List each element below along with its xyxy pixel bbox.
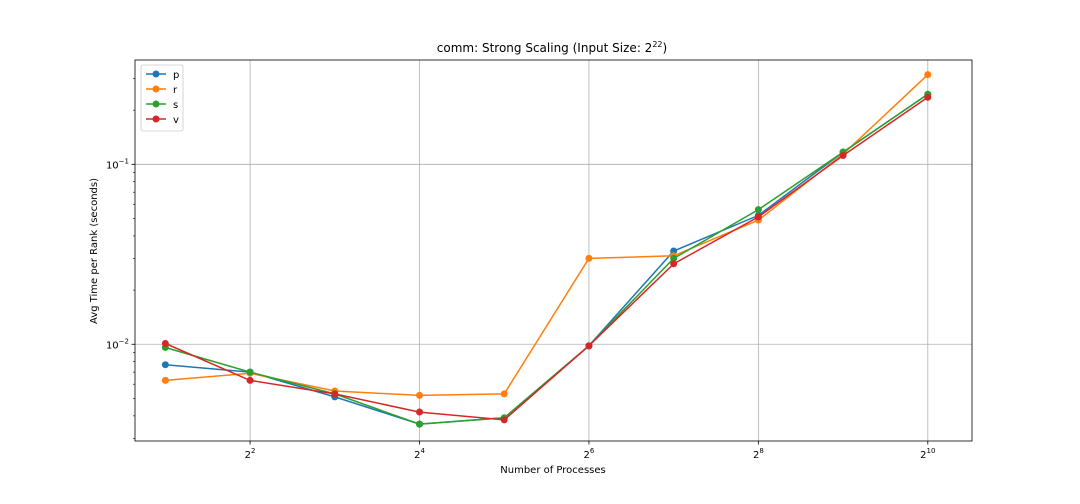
series-line-s	[165, 93, 929, 425]
data-point-s	[754, 206, 762, 214]
data-point-s	[670, 254, 678, 262]
x-tick-base: 2	[584, 450, 590, 461]
series-s	[161, 90, 932, 428]
series-line-p	[165, 93, 929, 425]
y-tick-label: 10−1	[106, 157, 129, 171]
series-r	[161, 71, 932, 399]
data-point-v	[500, 416, 508, 424]
series-line-r	[165, 74, 929, 397]
x-tick-base: 2	[414, 450, 420, 461]
x-tick-exponent: 8	[759, 447, 763, 455]
legend-marker	[152, 85, 160, 93]
legend-label: p	[173, 70, 179, 81]
x-tick-label: 24	[414, 447, 425, 461]
data-point-r	[924, 71, 932, 79]
legend-marker	[152, 115, 160, 123]
legend-label: s	[173, 100, 178, 111]
data-point-v	[416, 408, 424, 416]
chart-title-superscript: 22	[652, 40, 662, 49]
data-point-v	[670, 260, 678, 268]
legend-item-v: v	[146, 115, 179, 126]
series-v	[161, 93, 932, 424]
data-point-v	[161, 339, 169, 347]
grid	[135, 60, 972, 441]
x-tick-exponent: 10	[927, 447, 936, 455]
y-tick-exponent: −1	[119, 157, 129, 165]
data-point-v	[839, 151, 847, 159]
chart-title: comm: Strong Scaling (Input Size: 222)	[437, 40, 667, 55]
data-point-v	[331, 390, 339, 398]
x-tick-exponent: 6	[590, 447, 595, 455]
data-point-r	[416, 391, 424, 399]
x-tick-label: 28	[753, 447, 764, 461]
legend-marker	[152, 100, 160, 108]
legend-item-s: s	[146, 100, 178, 111]
data-point-p	[670, 247, 678, 255]
data-point-v	[246, 376, 254, 384]
legend-label: r	[173, 85, 178, 96]
y-tick-exponent: −2	[119, 337, 129, 345]
x-tick-base: 2	[753, 450, 759, 461]
chart-title-main: comm: Strong Scaling (Input Size: 2	[437, 41, 653, 55]
legend-label: v	[173, 115, 179, 126]
series-p	[161, 90, 932, 428]
x-tick-base: 2	[920, 450, 926, 461]
data-point-r	[500, 390, 508, 398]
plot-area-frame	[134, 59, 973, 442]
legend-marker	[152, 70, 160, 78]
legend-item-p: p	[146, 70, 179, 81]
y-tick-base: 10	[106, 340, 119, 351]
chart-title-end: )	[663, 41, 668, 55]
x-tick-label: 22	[245, 447, 256, 461]
data-point-p	[161, 361, 169, 369]
data-point-v	[585, 342, 593, 350]
data-point-v	[754, 213, 762, 221]
data-point-s	[246, 368, 254, 376]
x-axis-label: Number of Processes	[500, 465, 605, 476]
x-axis-ticks: 22 24 26 28 210	[245, 441, 935, 461]
legend-item-r: r	[146, 85, 178, 96]
data-point-r	[161, 376, 169, 384]
x-tick-label: 210	[920, 447, 935, 461]
x-tick-base: 2	[245, 450, 251, 461]
series-group	[161, 71, 932, 428]
x-tick-label: 26	[584, 447, 595, 461]
data-point-s	[416, 420, 424, 428]
y-tick-base: 10	[106, 160, 119, 171]
series-line-v	[165, 96, 929, 421]
data-point-r	[585, 254, 593, 262]
x-tick-exponent: 2	[251, 447, 255, 455]
y-tick-label: 10−2	[106, 337, 129, 351]
y-axis-label: Avg Time per Rank (seconds)	[89, 178, 100, 324]
y-axis-ticks: 10−210−1	[106, 78, 135, 439]
data-point-v	[924, 93, 932, 101]
legend-box	[140, 64, 184, 132]
x-tick-exponent: 4	[420, 447, 425, 455]
